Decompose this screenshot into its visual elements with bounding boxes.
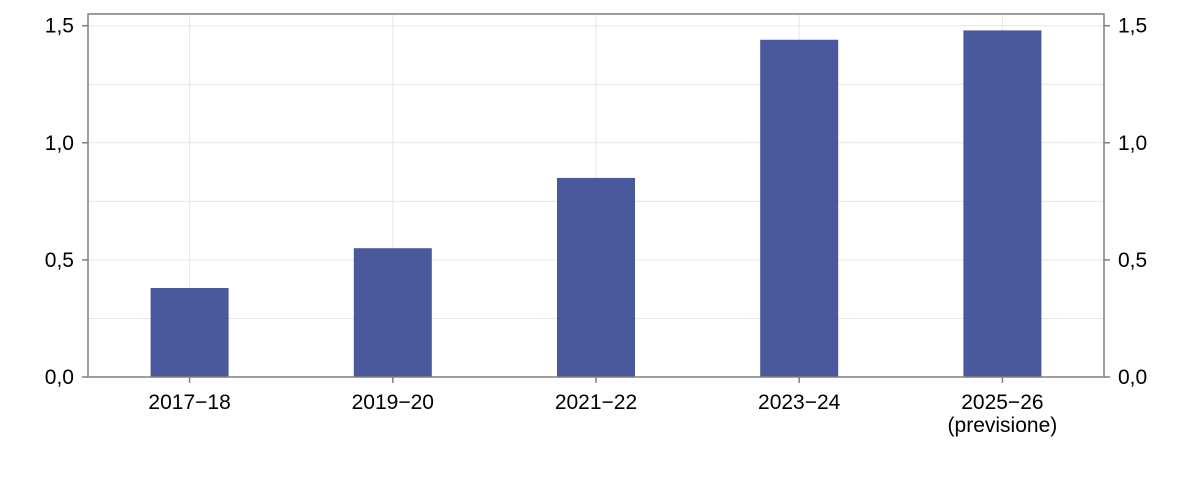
left-y-tick-label: 0,5 (45, 249, 74, 272)
left-y-tick-label: 0,0 (45, 366, 74, 389)
bar-4 (963, 30, 1042, 377)
ticks-layer (82, 24, 1110, 383)
right-y-tick-label: 1,5 (1118, 15, 1147, 38)
labels-layer: 0,0 0,0 0,5 0,5 1,0 1,0 1,5 1,5 2017−18 2019−20 20… (45, 15, 1147, 437)
bar-3 (760, 39, 839, 377)
left-y-tick-label: 1,5 (45, 15, 74, 38)
left-y-tick-label: 1,0 (45, 132, 74, 155)
x-tick-label-2: 2021−22 (555, 391, 637, 414)
bar-0 (150, 288, 229, 377)
bars-layer (150, 30, 1042, 377)
right-y-tick-label: 0,5 (1118, 249, 1147, 272)
bar-2 (557, 177, 635, 377)
right-y-tick-label: 0,0 (1118, 366, 1147, 389)
bar-1 (353, 248, 432, 377)
x-tick-label-1: 2019−20 (352, 391, 434, 414)
x-tick-label-0: 2017−18 (148, 391, 230, 414)
x-tick-label-4: 2025−26 (previsione) (948, 391, 1058, 437)
x-tick-label-3: 2023−24 (758, 391, 841, 414)
right-y-tick-label: 1,0 (1118, 132, 1147, 155)
